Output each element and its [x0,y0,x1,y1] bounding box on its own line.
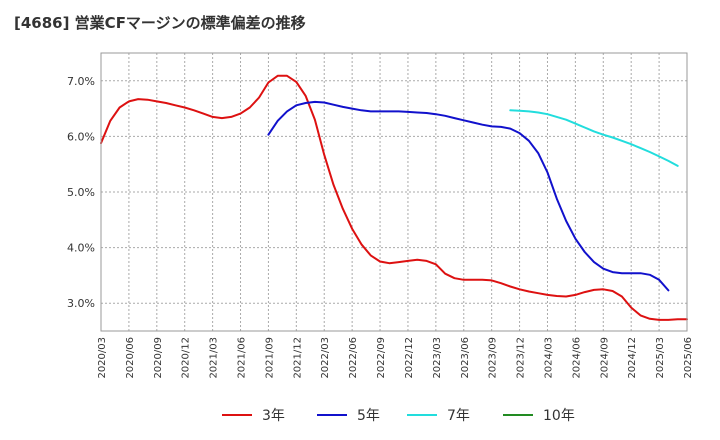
legend-label-1: 5年 [357,408,380,424]
x-tick-label: 2022/12 [404,337,415,379]
y-tick-label: 4.0% [67,242,95,255]
legend-label-2: 7年 [447,408,470,424]
x-tick-label: 2022/03 [320,337,331,379]
x-tick-label: 2020/12 [181,337,192,379]
y-tick-label: 3.0% [67,297,95,310]
series-line-2 [509,109,679,167]
x-tick-label: 2023/06 [460,337,471,379]
plot-frame [100,52,688,332]
x-tick-label: 2020/06 [125,337,136,379]
legend: 3年 5年 7年 10年 [222,408,575,424]
x-tick-label: 2021/12 [292,337,303,379]
chart-title: [4686] 営業CFマージンの標準偏差の推移 [14,14,306,32]
series-line-1 [267,100,670,292]
y-tick-label: 7.0% [67,75,95,88]
x-tick-label: 2020/09 [153,337,164,379]
x-tick-label: 2023/12 [516,337,527,379]
x-tick-label: 2021/03 [209,337,220,379]
legend-label-0: 3年 [262,408,285,424]
x-tick-label: 2020/03 [97,337,108,379]
legend-label-3: 10年 [543,408,575,424]
x-tick-label: 2024/03 [543,337,554,379]
series-line-0 [100,74,688,321]
series-layer [100,74,688,321]
x-tick-label: 2023/03 [432,337,443,379]
x-tick-label: 2021/06 [237,337,248,379]
x-tick-label: 2024/06 [571,337,582,379]
grid-layer [100,53,688,331]
x-tick-label: 2025/03 [655,337,666,379]
x-tick-label: 2023/09 [488,337,499,379]
x-tick-label: 2022/06 [348,337,359,379]
y-tick-label: 6.0% [67,130,95,143]
x-tick-label: 2022/09 [376,337,387,379]
x-tick-label: 2021/09 [264,337,275,379]
x-tick-label: 2024/09 [599,337,610,379]
y-tick-labels: 3.0% 4.0% 5.0% 6.0% 7.0% [67,75,95,310]
x-tick-label: 2025/06 [683,337,694,379]
x-tick-labels: 2020/03 2020/06 2020/09 2020/12 2021/03 2021/… [97,337,694,379]
x-tick-label: 2024/12 [627,337,638,379]
y-tick-label: 5.0% [67,186,95,199]
